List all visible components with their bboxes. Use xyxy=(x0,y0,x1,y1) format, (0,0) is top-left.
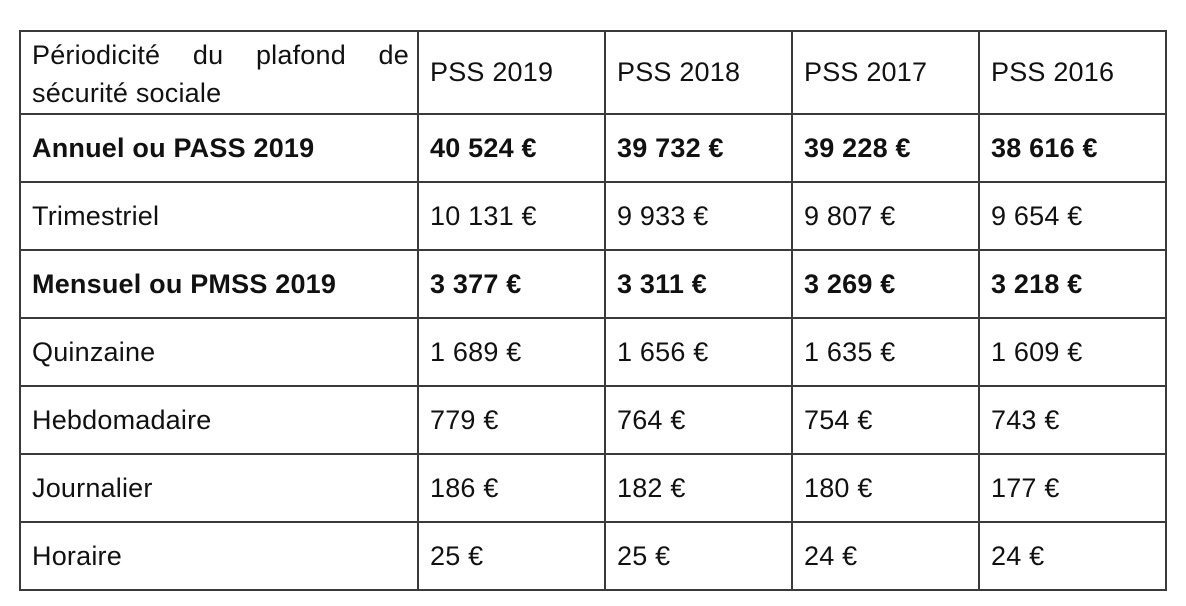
table-header-row: Périodicité du plafond de sécurité socia… xyxy=(19,30,1167,115)
table-cell: 40 524 € xyxy=(417,113,606,183)
table-cell: 24 € xyxy=(978,521,1167,591)
year-column-header: PSS 2017 xyxy=(791,30,980,115)
table-row: Journalier 186 € 182 € 180 € 177 € xyxy=(19,453,1167,523)
table-cell: 1 635 € xyxy=(791,317,980,387)
table-cell: 754 € xyxy=(791,385,980,455)
year-column-header: PSS 2019 xyxy=(417,30,606,115)
table-cell: 25 € xyxy=(417,521,606,591)
table-row: Trimestriel 10 131 € 9 933 € 9 807 € 9 6… xyxy=(19,181,1167,251)
table-cell: 3 218 € xyxy=(978,249,1167,319)
table-cell: 182 € xyxy=(604,453,793,523)
row-label: Horaire xyxy=(19,521,419,591)
table-cell: 779 € xyxy=(417,385,606,455)
row-label: Quinzaine xyxy=(19,317,419,387)
table-cell: 3 377 € xyxy=(417,249,606,319)
year-column-header: PSS 2018 xyxy=(604,30,793,115)
row-label: Journalier xyxy=(19,453,419,523)
table-cell: 1 689 € xyxy=(417,317,606,387)
table-cell: 9 654 € xyxy=(978,181,1167,251)
table-cell: 1 656 € xyxy=(604,317,793,387)
table-row: Quinzaine 1 689 € 1 656 € 1 635 € 1 609 … xyxy=(19,317,1167,387)
year-column-header: PSS 2016 xyxy=(978,30,1167,115)
table-cell: 10 131 € xyxy=(417,181,606,251)
table-cell: 25 € xyxy=(604,521,793,591)
table-cell: 180 € xyxy=(791,453,980,523)
row-label: Mensuel ou PMSS 2019 xyxy=(19,249,419,319)
row-label: Trimestriel xyxy=(19,181,419,251)
table-cell: 38 616 € xyxy=(978,113,1167,183)
table-cell: 186 € xyxy=(417,453,606,523)
table-row: Annuel ou PASS 2019 40 524 € 39 732 € 39… xyxy=(19,113,1167,183)
table-cell: 39 228 € xyxy=(791,113,980,183)
table-cell: 24 € xyxy=(791,521,980,591)
table-cell: 9 807 € xyxy=(791,181,980,251)
table-cell: 3 311 € xyxy=(604,249,793,319)
table-row: Mensuel ou PMSS 2019 3 377 € 3 311 € 3 2… xyxy=(19,249,1167,319)
table-cell: 3 269 € xyxy=(791,249,980,319)
pss-table: Périodicité du plafond de sécurité socia… xyxy=(19,30,1167,591)
table-row: Hebdomadaire 779 € 764 € 754 € 743 € xyxy=(19,385,1167,455)
row-label: Hebdomadaire xyxy=(19,385,419,455)
table-cell: 764 € xyxy=(604,385,793,455)
table-cell: 177 € xyxy=(978,453,1167,523)
table-cell: 9 933 € xyxy=(604,181,793,251)
table-cell: 743 € xyxy=(978,385,1167,455)
period-column-header: Périodicité du plafond de sécurité socia… xyxy=(19,30,419,115)
row-label: Annuel ou PASS 2019 xyxy=(19,113,419,183)
table-cell: 1 609 € xyxy=(978,317,1167,387)
table-row: Horaire 25 € 25 € 24 € 24 € xyxy=(19,521,1167,591)
table-cell: 39 732 € xyxy=(604,113,793,183)
